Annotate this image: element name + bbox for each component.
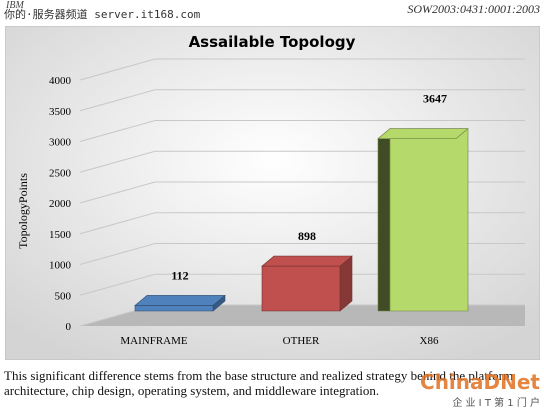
watermark: 你的·服务器频道 server.it168.com [4, 8, 201, 21]
watermark-brand: ChinaDNet [420, 370, 540, 394]
bar-top [261, 255, 353, 267]
y-tick-label: 0 [66, 321, 72, 333]
grid-line [79, 58, 525, 81]
bar-front [261, 265, 341, 312]
bar-front [389, 128, 469, 312]
bar [261, 255, 353, 312]
x-tick-label: OTHER [283, 335, 320, 347]
bar [377, 128, 469, 312]
header-left: IBM [6, 0, 24, 11]
y-tick-label: 1000 [49, 260, 72, 272]
caption: This significant difference stems from t… [4, 368, 514, 398]
bar-top [134, 295, 226, 306]
y-tick-label: 3000 [49, 137, 72, 149]
footer-watermark: ChinaDNet 企 业 I T 第 1 门 户 [420, 370, 540, 409]
y-tick-label: 500 [55, 290, 72, 302]
data-label: 3647 [423, 92, 447, 106]
watermark-slogan: 企 业 I T 第 1 门 户 [452, 398, 540, 409]
grid-line [79, 120, 525, 142]
bar-top [377, 128, 469, 139]
bar-front [134, 305, 214, 312]
data-label: 112 [171, 268, 188, 282]
y-tick-label: 4000 [49, 75, 72, 87]
y-tick-label: 2000 [49, 198, 72, 210]
y-tick-label: 2500 [49, 167, 72, 179]
bar-side [377, 128, 391, 312]
y-tick-label: 1500 [49, 229, 72, 241]
x-tick-label: X86 [420, 335, 439, 347]
data-label: 898 [298, 229, 316, 243]
chart-title: Assailable Topology [189, 33, 356, 51]
header-right: SOW2003:0431:0001:2003 [407, 2, 540, 16]
bar [134, 294, 226, 312]
grid-line [79, 89, 525, 112]
y-tick-label: 3500 [49, 106, 72, 118]
y-axis-label: TopologyPoints [16, 173, 30, 249]
x-tick-label: MAINFRAME [120, 335, 188, 347]
chart: Assailable Topology TopologyPoints 0 500 1… [5, 26, 540, 360]
